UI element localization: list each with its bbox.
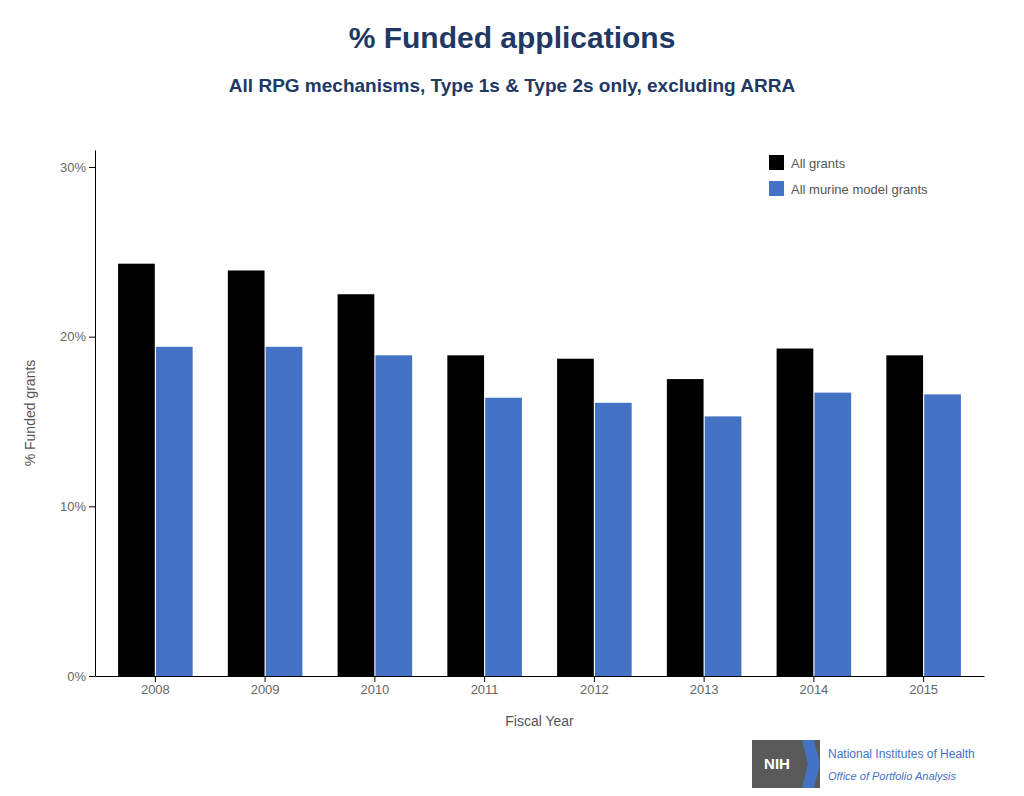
x-tick-mark (813, 676, 814, 682)
x-tick-label: 2014 (799, 682, 828, 697)
x-tick-mark (265, 676, 266, 682)
plot: 2008 2009 2010 2011 2012 2013 2014 2015 0% 10% 20%… (22, 151, 985, 730)
x-tick-mark (594, 676, 595, 682)
legend-item: All grants (769, 155, 846, 171)
bar (705, 416, 742, 676)
y-tick: 30% (60, 160, 95, 175)
x-tick: 2013 (690, 676, 719, 697)
y-tick-label: 30% (60, 160, 86, 175)
bar (375, 355, 412, 676)
bar (338, 294, 375, 676)
y-tick: 10% (60, 499, 95, 514)
y-tick-mark (89, 676, 95, 677)
legend-label: All murine model grants (791, 182, 928, 197)
logo-chevron (802, 740, 820, 788)
y-tick: 20% (60, 329, 95, 344)
bar-series (118, 264, 923, 676)
x-axis-line (96, 676, 985, 677)
bar-series (156, 347, 961, 676)
legend: All grants All murine model grants (769, 155, 928, 197)
x-tick-label: 2009 (251, 682, 280, 697)
x-tick: 2012 (580, 676, 609, 697)
y-tick-mark (89, 337, 95, 338)
logo-text: NIH (764, 755, 790, 772)
x-tick: 2011 (471, 676, 499, 697)
footer-text: National Institutes of Health (828, 747, 975, 761)
x-tick-mark (374, 676, 375, 682)
x-tick: 2015 (909, 676, 938, 697)
x-tick: 2010 (360, 676, 389, 697)
footer: NIH National Institutes of Health Office o… (752, 740, 975, 788)
x-axis-title: Fiscal Year (505, 713, 574, 729)
x-tick-mark (704, 676, 705, 682)
legend-swatch (769, 155, 784, 170)
y-axis: 0% 10% 20% 30% (60, 151, 96, 684)
y-tick-mark (89, 506, 95, 507)
x-tick: 2008 (141, 676, 170, 697)
bar (266, 347, 303, 676)
bars (118, 264, 961, 676)
x-tick-label: 2012 (580, 682, 609, 697)
x-tick: 2014 (799, 676, 828, 697)
bar (667, 379, 704, 676)
y-tick-label: 20% (60, 329, 86, 344)
legend-swatch (769, 181, 784, 196)
title: % Funded applications (349, 21, 676, 54)
x-tick-label: 2011 (471, 682, 499, 697)
bar (886, 355, 923, 676)
bar (924, 394, 961, 676)
x-tick-label: 2010 (360, 682, 389, 697)
chart-svg: % Funded applications All RPG mechanisms,… (0, 0, 1024, 796)
x-tick-label: 2013 (690, 682, 719, 697)
legend-item: All murine model grants (769, 181, 928, 197)
x-tick-mark (484, 676, 485, 682)
bar (595, 403, 632, 676)
x-tick-label: 2008 (141, 682, 170, 697)
logo-box (752, 740, 820, 788)
bar (156, 347, 193, 676)
x-tick-mark (923, 676, 924, 682)
y-tick-label: 0% (67, 669, 86, 684)
y-tick: 0% (67, 669, 95, 684)
bar (557, 359, 594, 676)
footer-text: Office of Portfolio Analysis (828, 770, 956, 782)
x-tick: 2009 (251, 676, 280, 697)
x-axis: 2008 2009 2010 2011 2012 2013 2014 2015 (96, 676, 985, 697)
bar (228, 270, 265, 676)
y-tick-label: 10% (60, 499, 86, 514)
legend-label: All grants (791, 156, 846, 171)
y-tick-mark (89, 167, 95, 168)
bar (118, 264, 155, 676)
bar (447, 355, 484, 676)
y-axis-line (95, 151, 96, 677)
x-tick-label: 2015 (909, 682, 938, 697)
x-tick-mark (155, 676, 156, 682)
y-axis-title: % Funded grants (22, 360, 38, 467)
subtitle: All RPG mechanisms, Type 1s & Type 2s on… (229, 75, 796, 96)
bar (814, 393, 851, 676)
bar (777, 349, 814, 676)
bar (485, 398, 522, 676)
